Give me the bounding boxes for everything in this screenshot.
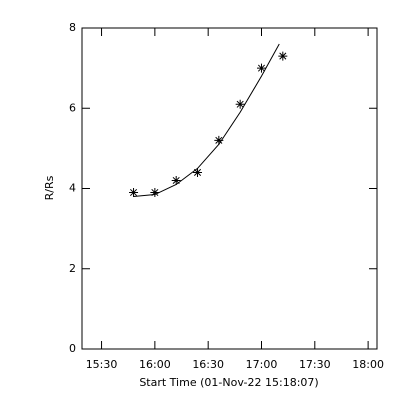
x-axis-label: Start Time (01-Nov-22 15:18:07)	[139, 376, 318, 389]
x-tick-label: 18:00	[352, 358, 384, 371]
y-tick-label: 6	[69, 101, 76, 114]
data-point	[171, 175, 181, 185]
x-tick-label: 17:00	[246, 358, 278, 371]
data-point	[235, 99, 245, 109]
y-tick-label: 2	[69, 262, 76, 275]
data-point	[278, 51, 288, 61]
data-point	[256, 63, 266, 73]
x-tick-label: 15:30	[86, 358, 118, 371]
data-point	[214, 135, 224, 145]
x-tick-label: 16:30	[192, 358, 224, 371]
plot-frame	[81, 27, 378, 350]
y-tick-label: 0	[69, 342, 76, 355]
data-point	[150, 188, 160, 198]
y-tick-label: 8	[69, 21, 76, 34]
x-tick-label: 17:30	[299, 358, 331, 371]
y-axis-label: R/Rs	[43, 175, 56, 200]
y-tick-label: 4	[69, 182, 76, 195]
x-tick-label: 16:00	[139, 358, 171, 371]
data-point	[129, 188, 139, 198]
data-point	[193, 167, 203, 177]
fit-line	[133, 43, 280, 198]
